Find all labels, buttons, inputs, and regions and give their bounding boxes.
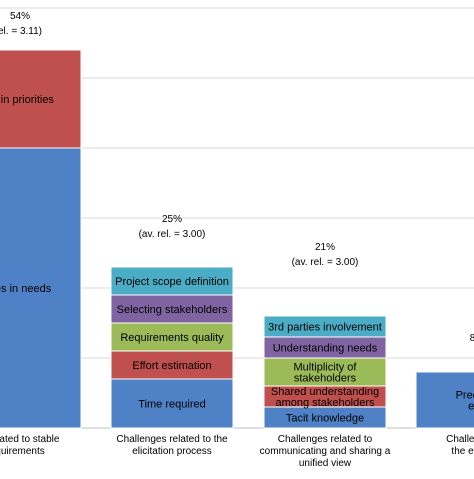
category-label: communicating and sharing a: [260, 446, 391, 457]
bar-segment: [110, 294, 234, 324]
segment-label: Selecting stakeholders: [117, 304, 228, 316]
bar-segment: [110, 266, 234, 296]
segment-label: Multiplicity of: [294, 362, 358, 374]
category-label: Challenges re: [446, 434, 474, 445]
bar-segment: [110, 322, 234, 352]
bar-segment: [0, 147, 82, 429]
segment-label: among stakeholders: [275, 397, 375, 409]
bar-segment: [263, 357, 387, 387]
category-label: Challenges related to the: [116, 434, 228, 445]
category-label: the evolutio: [451, 446, 474, 457]
bar-segment: [263, 315, 387, 338]
segment-label: 3rd parties involvement: [268, 322, 382, 334]
category-label: elicitation process: [132, 446, 211, 457]
segment-label: Effort estimation: [132, 360, 211, 372]
segment-label: evo: [468, 401, 474, 413]
category-label: unified view: [299, 458, 352, 469]
bar-segment: [0, 49, 82, 149]
segment-label: Requirements quality: [120, 332, 224, 344]
segment-label: ges in needs: [0, 283, 52, 295]
bar-segment: [110, 350, 234, 380]
segment-label: es in priorities: [0, 94, 54, 106]
total-labels: 54% el. = 3.11) 25% (av. rel. = 3.00) 21% (av…: [0, 11, 474, 344]
segment-label: Predictio: [456, 390, 474, 402]
bars: ges in needs es in priorities Time require…: [0, 49, 474, 429]
total-percent-label: 8%: [470, 333, 474, 344]
segment-label: stakeholders: [294, 373, 357, 385]
reliability-label: (av. rel. = 3.00): [292, 257, 359, 268]
bar-segment: [110, 378, 234, 429]
segment-label: Project scope definition: [115, 276, 229, 288]
category-label: s related to stable: [0, 434, 60, 445]
category-label: quirements: [0, 446, 45, 457]
total-percent-label: 25%: [162, 214, 182, 225]
reliability-label: (av. rel. = 3.00): [139, 229, 206, 240]
reliability-label: el. = 3.11): [0, 26, 42, 37]
segment-label: Understanding needs: [273, 343, 378, 355]
total-percent-label: 54%: [10, 11, 30, 22]
segment-label: Tacit knowledge: [286, 413, 364, 425]
total-percent-label: 21%: [315, 242, 335, 253]
category-label: Challenges related to: [278, 434, 373, 445]
segment-label: Shared understanding: [271, 386, 379, 398]
bar-segment: [415, 371, 474, 429]
segment-label: Time required: [138, 399, 205, 411]
